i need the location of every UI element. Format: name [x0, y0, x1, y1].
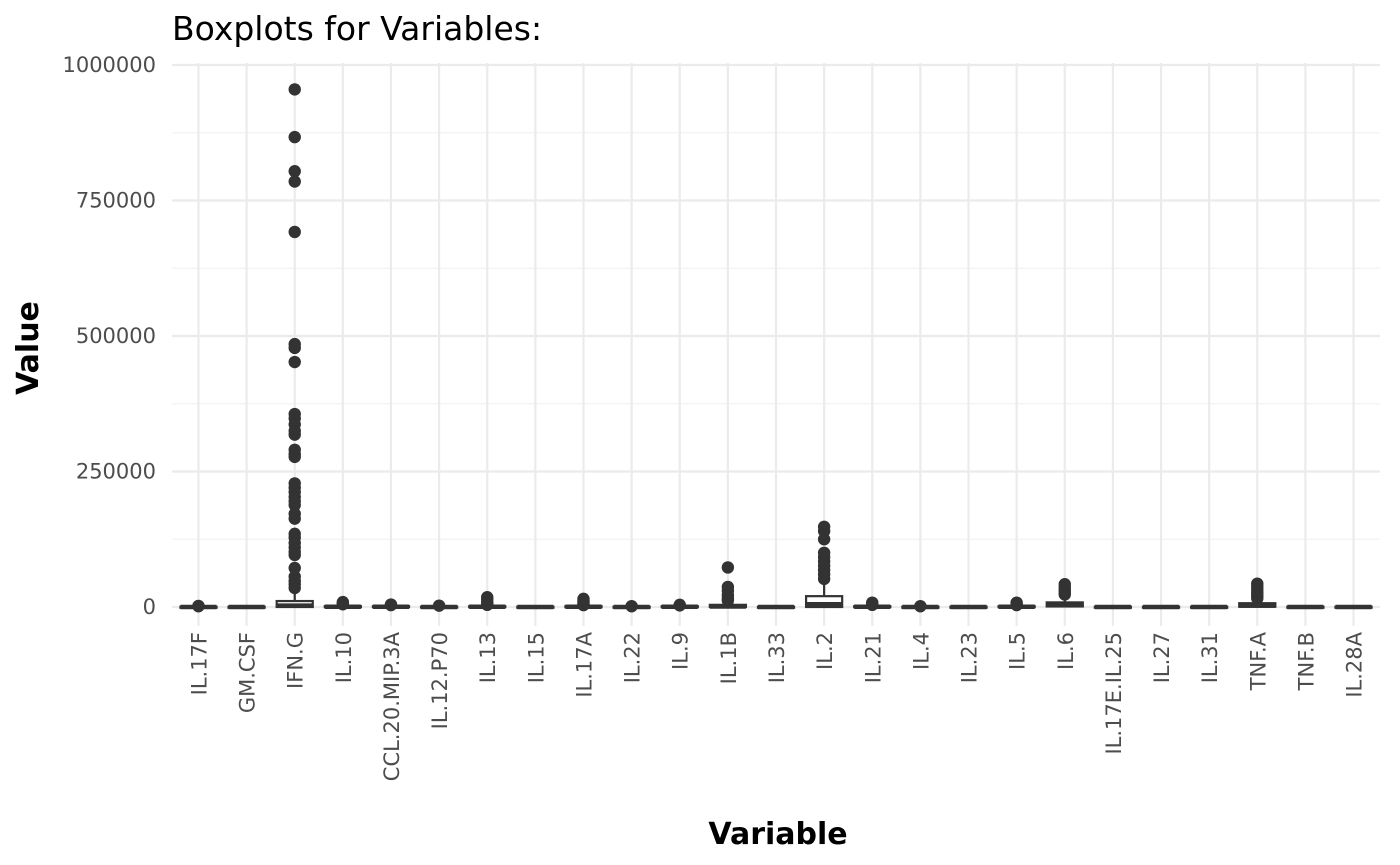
outlier-point [673, 599, 686, 612]
outlier-point [1251, 592, 1264, 605]
x-tick-label: IL.28A [1343, 631, 1367, 697]
outlier-point [817, 533, 831, 546]
boxes [179, 83, 1373, 613]
box-IFN.G [275, 83, 314, 609]
x-tick-label: IFN.G [284, 632, 308, 689]
outlier-point [432, 599, 446, 612]
box-GM.CSF [227, 604, 266, 610]
outlier-point [288, 512, 301, 525]
outlier-point [625, 599, 638, 613]
x-tick-label: IL.33 [765, 632, 789, 683]
x-tick-label: IL.17A [572, 631, 596, 697]
outlier-point [1058, 588, 1071, 601]
box-IL.12.P70 [419, 599, 459, 612]
y-tick-label: 750000 [76, 189, 156, 213]
outlier-point [817, 572, 831, 586]
box-IL.23 [949, 604, 988, 610]
box-IL.31 [1189, 604, 1229, 610]
outlier-point [577, 598, 590, 612]
x-tick-label: IL.22 [621, 632, 645, 683]
outlier-point [288, 130, 301, 144]
outlier-point [288, 581, 301, 595]
x-tick-label: IL.4 [909, 632, 933, 670]
y-tick-label: 500000 [76, 324, 156, 348]
x-tick-label: GM.CSF [236, 632, 260, 713]
outlier-point [288, 175, 301, 188]
outlier-point [288, 341, 301, 355]
box-IL.6 [1045, 578, 1084, 608]
outlier-point [288, 548, 301, 562]
box-IL.4 [901, 599, 940, 613]
y-axis-ticks: 0 250000 500000 750000 1000000 [62, 53, 156, 619]
box-IL.13 [468, 591, 507, 612]
chart-title: Boxplots for Variables: [172, 9, 542, 48]
box-rect [804, 595, 844, 609]
x-tick-label: IL.15 [524, 632, 548, 683]
box-IL.22 [612, 599, 651, 613]
box-TNF.A [1238, 577, 1277, 608]
outlier-point [288, 428, 301, 441]
box-IL.2 [804, 520, 844, 609]
x-tick-label: IL.6 [1054, 632, 1078, 670]
x-tick-label: IL.17F [187, 632, 211, 695]
outlier-point [288, 498, 301, 512]
box-IL.33 [756, 604, 796, 610]
x-tick-label: IL.17E.IL.25 [1102, 632, 1126, 755]
box-IL.27 [1141, 604, 1181, 610]
box-IL.5 [997, 596, 1036, 612]
box-IL.17F [179, 599, 218, 613]
x-tick-label: IL.27 [1150, 632, 1174, 683]
outlier-point [481, 598, 494, 612]
x-tick-label: IL.13 [476, 632, 500, 683]
outlier-point [288, 561, 301, 575]
x-axis-label: Variable [708, 817, 847, 852]
outlier-point [288, 225, 301, 239]
x-tick-label: IL.31 [1198, 632, 1222, 683]
x-tick-label: IL.5 [1006, 632, 1030, 670]
x-tick-label: IL.9 [669, 632, 693, 670]
outlier-point [384, 598, 398, 612]
box-IL.9 [660, 598, 699, 612]
x-tick-label: IL.10 [332, 632, 356, 683]
x-tick-label: IL.23 [958, 632, 982, 683]
x-tick-label: IL.21 [861, 632, 885, 683]
x-axis-ticks: IL.17F GM.CSF IFN.G IL.10 CCL.20.MIP.3A IL.12… [187, 631, 1366, 781]
y-axis-label: Value [11, 301, 46, 395]
x-tick-label: CCL.20.MIP.3A [380, 631, 404, 781]
outlier-point [192, 599, 205, 613]
outlier-point [721, 561, 735, 574]
grid [172, 63, 1380, 626]
x-tick-label: TNF.B [1294, 632, 1318, 691]
box-TNF.B [1286, 604, 1325, 610]
outlier-point [288, 450, 301, 464]
box-IL.21 [853, 596, 892, 612]
outlier-point [288, 355, 301, 369]
x-tick-label: IL.2 [813, 632, 837, 670]
outlier-point [288, 165, 301, 178]
y-tick-label: 1000000 [62, 53, 156, 77]
outlier-point [866, 598, 879, 612]
outlier-point [288, 83, 301, 96]
box-IL.17E.IL.25 [1093, 604, 1133, 610]
x-tick-label: TNF.A [1246, 631, 1270, 691]
outlier-point [336, 598, 350, 611]
outlier-point [721, 594, 735, 607]
box-IL.28A [1334, 604, 1373, 610]
box-IL.1B [708, 561, 748, 609]
x-tick-label: IL.12.P70 [428, 632, 452, 729]
box-CCL.20.MIP.3A [371, 598, 411, 612]
x-tick-label: IL.1B [717, 632, 741, 684]
outlier-point [1010, 598, 1023, 612]
y-tick-label: 0 [143, 595, 156, 619]
box-IL.10 [323, 595, 363, 611]
box-IL.15 [516, 604, 555, 610]
outlier-point [914, 599, 927, 613]
y-tick-label: 250000 [76, 460, 156, 484]
box-IL.17A [564, 592, 603, 612]
